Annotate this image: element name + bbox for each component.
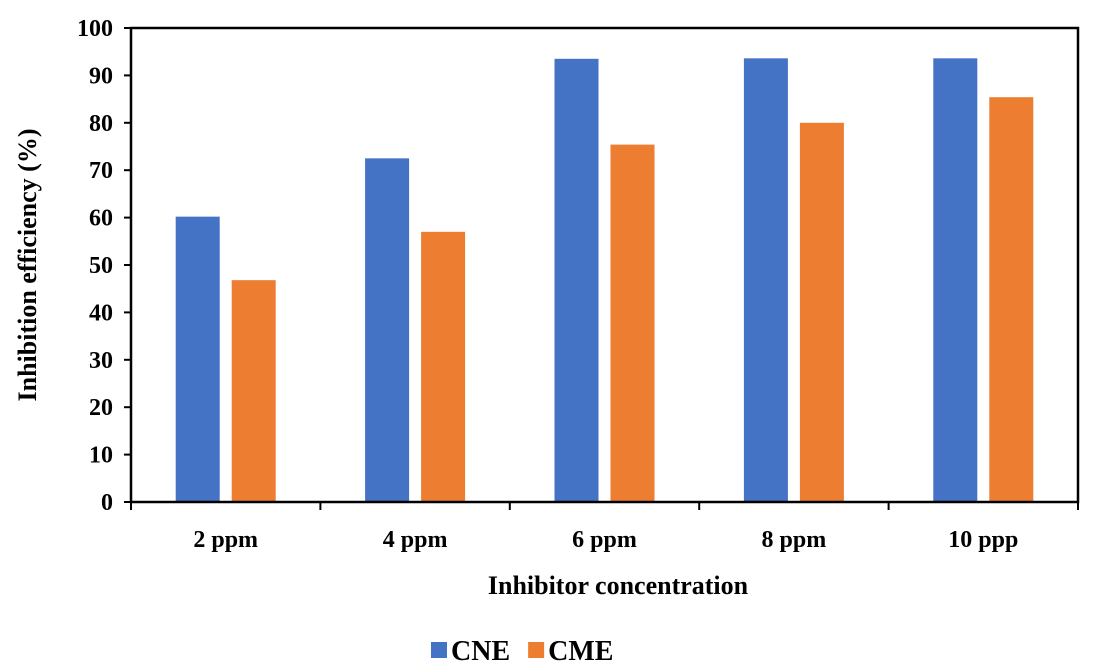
plot-border: [129, 26, 1080, 504]
y-tick-label: 100: [77, 16, 113, 42]
y-tick-label: 40: [89, 300, 113, 326]
y-tick-label: 30: [89, 348, 113, 374]
legend-swatch-cme: [528, 642, 545, 658]
legend-label-cme: CME: [548, 636, 613, 667]
x-tick-label: 2 ppm: [193, 527, 258, 553]
legend-label-cne: CNE: [451, 636, 510, 667]
bars: [175, 58, 1034, 503]
y-tick-label: 0: [101, 490, 113, 516]
bar-cne-4: [933, 58, 978, 502]
x-tick-label: 6 ppm: [572, 527, 637, 553]
bar-cme-3: [799, 122, 844, 503]
bar-cme-4: [989, 97, 1034, 502]
x-axis-title: Inhibitor concentration: [488, 571, 749, 600]
y-axis: 0 10 20 30 40 50 60 70 80 90 100: [77, 16, 131, 516]
bar-cme-0: [231, 280, 276, 502]
x-tick-label: 8 ppm: [762, 527, 827, 553]
plot-frame: [129, 26, 1080, 504]
y-tick-label: 80: [89, 111, 113, 137]
y-tick-label: 10: [89, 443, 113, 469]
y-tick-label: 20: [89, 395, 113, 421]
bar-cne-1: [365, 158, 410, 502]
y-tick-label: 50: [89, 253, 113, 279]
x-tick-label: 4 ppm: [383, 527, 448, 553]
bar-cme-2: [610, 144, 655, 502]
y-axis-title: Inhibition efficiency (%): [13, 129, 42, 402]
bar-cne-0: [175, 216, 220, 503]
bar-cne-2: [554, 58, 599, 503]
legend-swatch-cne: [431, 642, 447, 658]
x-tick-label: 10 ppp: [948, 527, 1018, 553]
x-axis: 2 ppm 4 ppm 6 ppm 8 ppm 10 ppp: [130, 502, 1079, 553]
bar-cne-3: [743, 58, 788, 502]
bar-cme-1: [421, 231, 466, 502]
y-tick-label: 70: [89, 158, 113, 184]
y-tick-label: 90: [89, 63, 113, 89]
legend: CNE CME: [431, 636, 613, 667]
y-tick-label: 60: [89, 206, 113, 232]
